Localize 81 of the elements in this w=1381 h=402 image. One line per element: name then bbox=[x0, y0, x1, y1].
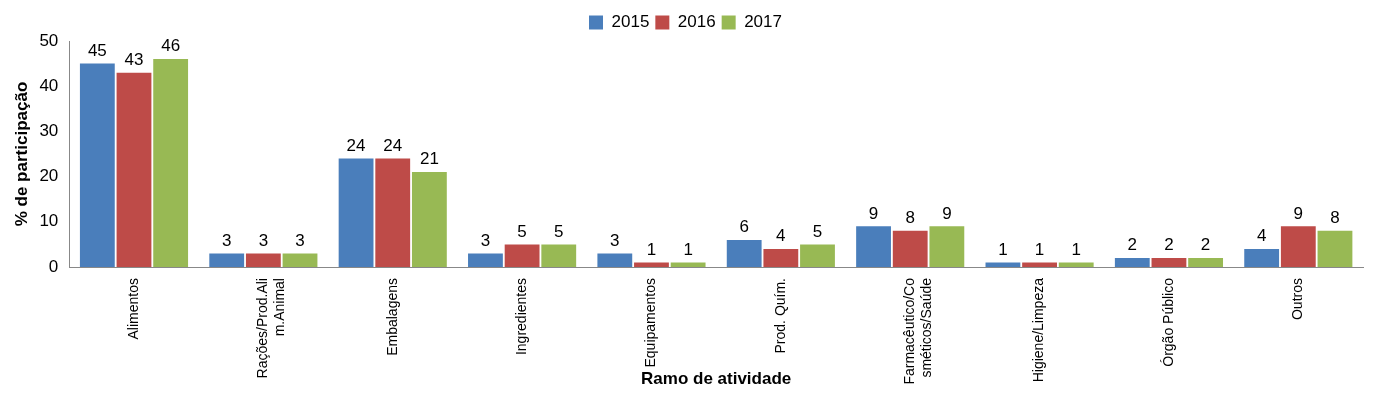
x-tick-label: Alimentos bbox=[124, 278, 141, 340]
data-label: 8 bbox=[905, 208, 915, 228]
y-tick-label: 40 bbox=[39, 75, 59, 95]
data-label: 24 bbox=[383, 135, 403, 155]
data-label: 9 bbox=[942, 203, 952, 223]
bar bbox=[541, 244, 577, 268]
bar bbox=[892, 230, 928, 268]
data-label: 1 bbox=[998, 239, 1008, 259]
bar bbox=[800, 244, 835, 268]
x-tick-label: Higiene/Limpeza bbox=[1030, 277, 1047, 383]
bar bbox=[1114, 257, 1150, 268]
bar bbox=[985, 262, 1021, 268]
data-label: 3 bbox=[480, 230, 491, 250]
bar bbox=[468, 253, 503, 268]
bar bbox=[670, 262, 706, 268]
bar bbox=[1317, 230, 1353, 268]
y-tick-label: 30 bbox=[39, 121, 59, 141]
bar bbox=[763, 248, 799, 268]
data-label: 6 bbox=[739, 217, 749, 237]
bar bbox=[116, 72, 152, 268]
y-tick-label: 10 bbox=[39, 211, 59, 231]
data-label: 5 bbox=[554, 221, 564, 241]
bar bbox=[1151, 257, 1187, 268]
bar bbox=[79, 63, 115, 268]
bar bbox=[634, 262, 669, 268]
data-label: 24 bbox=[346, 135, 366, 155]
data-label: 2 bbox=[1200, 235, 1211, 255]
y-tick-label: 0 bbox=[48, 256, 59, 276]
bar bbox=[282, 253, 318, 268]
legend-label: 2017 bbox=[744, 12, 782, 32]
data-label: 1 bbox=[1071, 239, 1081, 259]
bar bbox=[504, 244, 540, 268]
x-tick-label: Equipamentos bbox=[642, 278, 659, 368]
data-label: 9 bbox=[1293, 203, 1304, 223]
data-label: 1 bbox=[1034, 239, 1045, 259]
data-label: 43 bbox=[124, 49, 144, 69]
bar bbox=[338, 158, 374, 268]
bar bbox=[375, 158, 411, 268]
data-label: 1 bbox=[646, 239, 657, 259]
x-tick-label: Órgão Público bbox=[1159, 277, 1176, 367]
data-label: 1 bbox=[683, 239, 693, 259]
x-tick-label: Embalagens bbox=[383, 278, 400, 356]
bar bbox=[856, 226, 891, 268]
bar bbox=[597, 253, 633, 268]
legend-label: 2016 bbox=[677, 12, 716, 32]
data-label: 46 bbox=[161, 36, 181, 56]
legend-label: 2015 bbox=[611, 12, 650, 32]
data-label: 45 bbox=[87, 40, 107, 60]
x-tick-label: Rações/Prod.Alim.Animal bbox=[254, 278, 288, 379]
y-tick-label: 20 bbox=[39, 166, 59, 186]
bar bbox=[726, 239, 762, 268]
y-axis-title: % de participação bbox=[11, 81, 31, 227]
x-tick-label: Outros bbox=[1289, 278, 1306, 321]
bar bbox=[929, 226, 965, 268]
data-label: 3 bbox=[295, 230, 305, 250]
data-label: 3 bbox=[610, 230, 620, 250]
bar bbox=[209, 253, 245, 268]
x-axis-title: Ramo de atividade bbox=[641, 369, 792, 389]
data-label: 5 bbox=[812, 221, 823, 241]
bar bbox=[1058, 262, 1094, 268]
data-label: 4 bbox=[776, 226, 786, 246]
y-tick-label: 50 bbox=[39, 30, 59, 50]
bar bbox=[153, 59, 189, 268]
data-label: 8 bbox=[1330, 208, 1340, 228]
bar bbox=[411, 172, 447, 268]
x-tick-label: Prod. Quím. bbox=[771, 278, 788, 354]
data-label: 21 bbox=[419, 149, 439, 169]
data-label: 4 bbox=[1256, 226, 1267, 246]
bar bbox=[1188, 257, 1224, 268]
data-label: 2 bbox=[1127, 235, 1138, 255]
data-label: 3 bbox=[221, 230, 232, 250]
data-label: 5 bbox=[517, 221, 527, 241]
x-tick-label: Farmacêutico/Cosméticos/Saúde bbox=[901, 277, 934, 385]
bar bbox=[1022, 262, 1057, 268]
bar bbox=[1244, 248, 1280, 268]
data-label: 9 bbox=[868, 203, 879, 223]
x-tick-label: Ingredientes bbox=[512, 278, 529, 356]
data-label: 2 bbox=[1164, 235, 1174, 255]
bar bbox=[245, 253, 281, 268]
data-label: 3 bbox=[258, 230, 269, 250]
bar bbox=[1280, 226, 1316, 268]
